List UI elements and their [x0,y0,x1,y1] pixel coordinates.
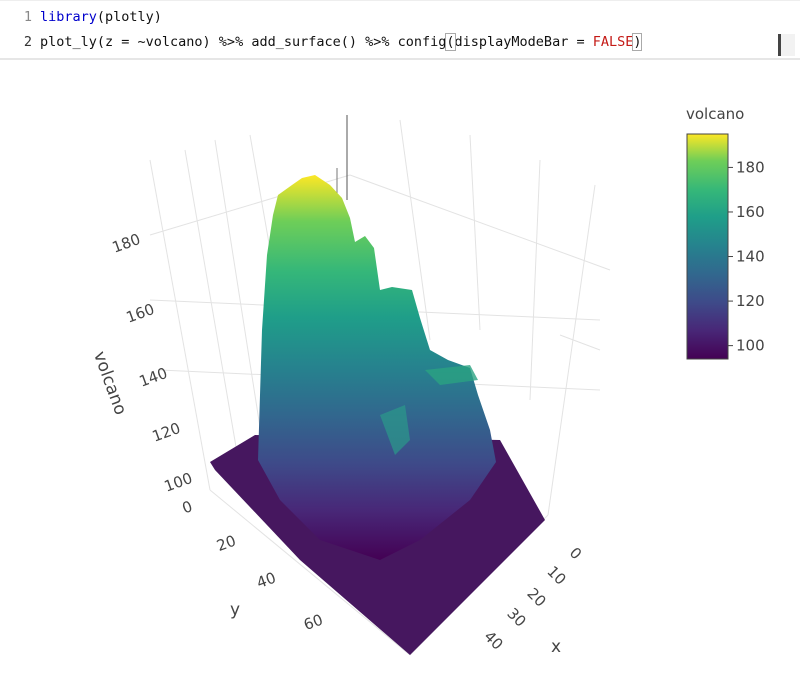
colorbar-tick-label: 180 [736,158,765,176]
surface [258,175,496,560]
x-axis-title: x [551,637,561,657]
code-token: FALSE [592,34,634,50]
line-number: 2 [23,34,32,50]
z-tick-label: 100 [162,469,195,496]
z-tick-label: 140 [137,364,170,391]
colorbar-tick-label: 120 [736,292,765,310]
code-token: plot_ly(z = ~volcano) %>% add_surface() … [40,34,447,50]
line-number: 1 [23,9,32,25]
y-tick-label: 60 [301,611,325,634]
grid [149,119,611,656]
scrollbar[interactable] [778,34,795,56]
code-token: library [40,9,97,25]
colorbar [686,133,729,360]
surface-ridge [425,365,478,385]
z-axis-title: volcano [89,349,130,418]
x-tick-label: 20 [523,584,549,610]
surface-ridge [380,405,410,455]
colorbar-title: volcano [686,105,744,123]
code-token: displayModeBar = [454,34,593,50]
code-line: 1 library(plotly) [0,9,162,31]
code-editor: 1 library(plotly) 2 plot_ly(z = ~volcano) … [0,0,800,60]
surface-plot: volcano y x volcano 10012014016018002040… [89,105,765,657]
x-tick-label: 30 [503,604,529,630]
code-token: ) [632,33,643,51]
x-tick-label: 40 [480,627,506,653]
z-tick-label: 120 [150,419,183,446]
x-tick-label: 10 [543,562,569,588]
y-tick-label: 20 [214,532,238,555]
z-tick-label: 180 [110,230,143,257]
code-token: (plotly) [96,9,162,25]
code-line: 2 plot_ly(z = ~volcano) %>% add_surface()… [0,33,643,56]
y-tick-label: 40 [254,569,278,592]
z-tick-label: 160 [124,300,157,327]
code-token: ( [445,33,456,51]
colorbar-tick-label: 100 [736,337,765,355]
y-tick-label: 0 [180,497,195,517]
colorbar-tick-label: 140 [736,248,765,266]
y-axis-title: y [230,600,240,620]
colorbar-tick-label: 160 [736,203,765,221]
x-tick-label: 0 [566,544,585,563]
